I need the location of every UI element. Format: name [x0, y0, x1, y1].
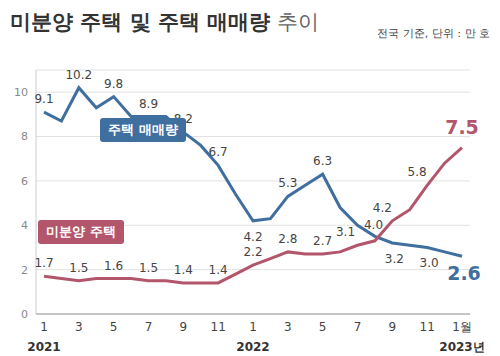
svg-text:3.0: 3.0: [420, 256, 439, 270]
html-text:전국 기준, 단위 : 만 호: 전국 기준, 단위 : 만 호: [377, 27, 490, 40]
svg-text:4.0: 4.0: [364, 218, 383, 232]
svg-text:5.8: 5.8: [408, 165, 427, 179]
svg-text:10.2: 10.2: [65, 68, 92, 82]
svg-text:7.5: 7.5: [445, 116, 479, 138]
svg-text:8.9: 8.9: [139, 97, 158, 111]
svg-text:6.3: 6.3: [313, 154, 332, 168]
svg-text:1: 1: [40, 320, 48, 334]
svg-text:1: 1: [249, 320, 257, 334]
svg-text:7: 7: [145, 320, 153, 334]
svg-text:7: 7: [354, 320, 362, 334]
svg-text:11: 11: [211, 320, 226, 334]
svg-text:2023년: 2023년: [439, 340, 484, 354]
svg-text:1월: 1월: [452, 320, 472, 334]
svg-text:0: 0: [21, 308, 28, 321]
html-text:주택 매매량: 주택 매매량: [108, 122, 178, 137]
svg-text:2.7: 2.7: [313, 234, 332, 248]
svg-text:2.2: 2.2: [243, 245, 262, 259]
svg-text:3.2: 3.2: [385, 252, 404, 266]
svg-text:2.6: 2.6: [447, 262, 481, 284]
svg-text:1.4: 1.4: [174, 263, 193, 277]
html-text:미분양 주택: 미분양 주택: [46, 224, 116, 239]
svg-text:4: 4: [21, 219, 28, 232]
svg-text:9: 9: [180, 320, 188, 334]
svg-text:2: 2: [21, 264, 28, 277]
svg-text:6.7: 6.7: [209, 145, 228, 159]
svg-text:11: 11: [420, 320, 435, 334]
svg-text:8: 8: [21, 130, 28, 143]
svg-text:9.1: 9.1: [34, 92, 53, 106]
svg-text:3: 3: [75, 320, 83, 334]
svg-text:1.4: 1.4: [209, 263, 228, 277]
svg-text:1.7: 1.7: [34, 256, 53, 270]
svg-text:6: 6: [21, 175, 28, 188]
svg-text:10: 10: [14, 86, 28, 99]
svg-text:1.6: 1.6: [104, 259, 123, 273]
svg-text:3.1: 3.1: [336, 225, 355, 239]
svg-text:1.5: 1.5: [139, 261, 158, 275]
svg-text:1.5: 1.5: [69, 261, 88, 275]
svg-text:5: 5: [319, 320, 327, 334]
svg-text:9: 9: [389, 320, 397, 334]
svg-text:3: 3: [284, 320, 292, 334]
svg-text:2021: 2021: [27, 340, 60, 354]
svg-text:4.2: 4.2: [373, 201, 392, 215]
svg-text:9.8: 9.8: [104, 77, 123, 91]
svg-text:2022: 2022: [236, 340, 269, 354]
svg-text:5.3: 5.3: [278, 176, 297, 190]
svg-text:5: 5: [110, 320, 118, 334]
svg-text:4.2: 4.2: [243, 230, 262, 244]
html-text:미분양 주택 및 주택 매매량 추이: 미분양 주택 및 주택 매매량 추이: [10, 10, 319, 34]
svg-text:2.8: 2.8: [278, 232, 297, 246]
